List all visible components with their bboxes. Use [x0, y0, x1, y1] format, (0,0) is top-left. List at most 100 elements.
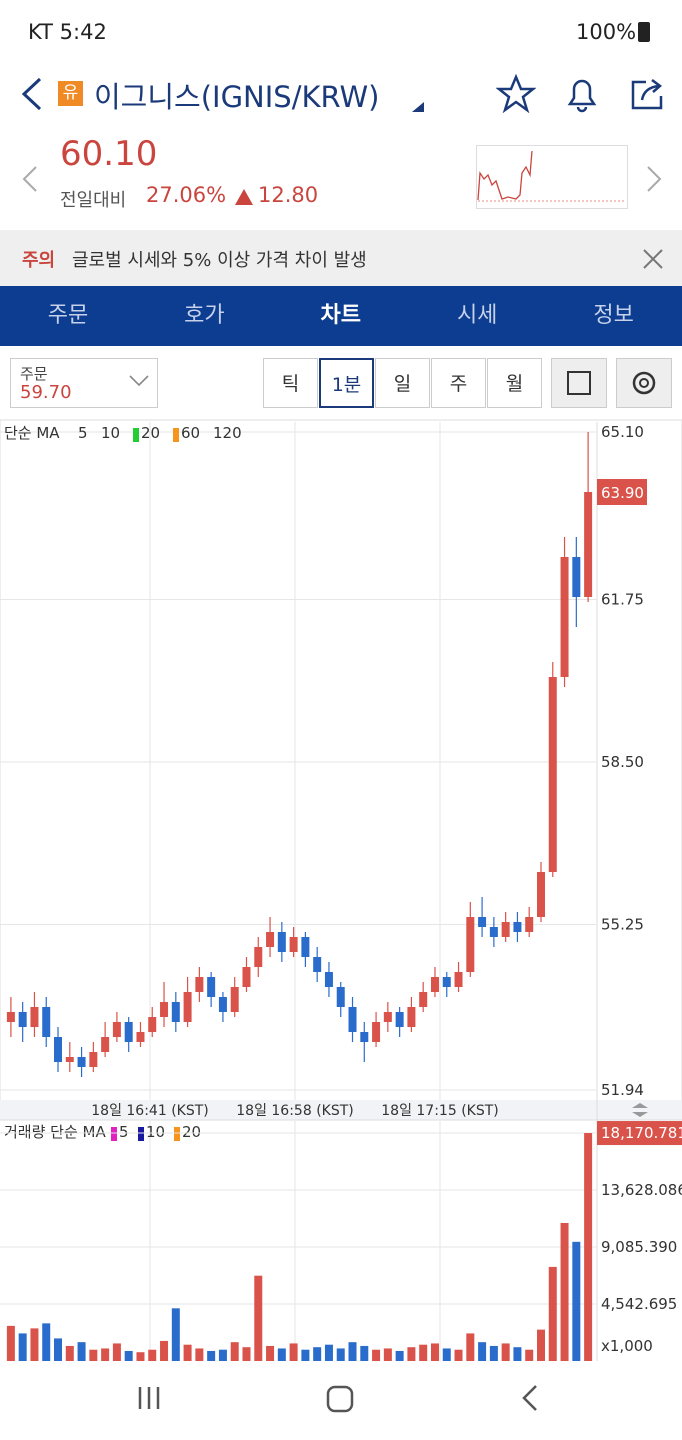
nav-bar [138, 1385, 537, 1413]
volume-bar [407, 1347, 416, 1361]
candle-body [89, 1052, 98, 1067]
order-label: 주문 [20, 365, 48, 383]
volume-bar [254, 1275, 263, 1361]
y-tick-label: 65.10 [601, 423, 644, 441]
price: 60.10 [60, 134, 158, 174]
y-tick-label: 58.50 [601, 753, 644, 771]
legend-swatch [173, 428, 179, 442]
legend-swatch [174, 1127, 180, 1141]
tab[interactable]: 차트 [320, 303, 362, 328]
chevron [129, 375, 149, 387]
volume-bar [548, 1266, 557, 1361]
volume-bar [242, 1347, 251, 1361]
prev-icon[interactable] [20, 164, 40, 194]
draw-button[interactable] [551, 358, 607, 408]
volume-bar [313, 1347, 322, 1361]
volume-bar [419, 1344, 428, 1361]
candle-body [124, 1022, 133, 1042]
star-icon[interactable] [496, 74, 536, 114]
volume-bar [124, 1350, 133, 1361]
y-tick-label: 55.25 [601, 916, 644, 934]
volume-bar [183, 1344, 192, 1361]
legend-entry: 20 [182, 1123, 201, 1141]
volume-bar [372, 1349, 381, 1361]
volume-bar [54, 1338, 63, 1361]
candle-body [230, 987, 239, 1012]
legend-entry: 10 [146, 1123, 165, 1141]
volume-bar [442, 1348, 451, 1361]
coin-title[interactable]: 이그니스(IGNIS/KRW) [94, 80, 380, 114]
back-icon[interactable] [18, 76, 46, 112]
battery: 100% [576, 20, 637, 44]
order-box[interactable] [10, 358, 158, 408]
interval-button[interactable]: 1분 [319, 358, 374, 408]
volume-bar [489, 1345, 498, 1361]
candle-body [407, 1007, 416, 1027]
last-price-box [597, 479, 647, 505]
tab[interactable]: 정보 [593, 303, 634, 328]
bell-icon[interactable] [562, 74, 602, 114]
change-pct: 27.06% [146, 183, 227, 207]
volume-bar [501, 1343, 510, 1361]
legend-entry: 10 [101, 424, 120, 442]
tab[interactable]: 주문 [47, 303, 89, 328]
candle-body [536, 872, 545, 917]
volume-bar [230, 1342, 239, 1361]
candle-body [77, 1057, 86, 1067]
tab[interactable]: 시세 [456, 303, 498, 328]
volume-bar [101, 1348, 110, 1361]
candle-body [419, 992, 428, 1007]
candle-body [560, 557, 569, 677]
legend-entry: 5 [119, 1123, 129, 1141]
volume-bar [336, 1348, 345, 1361]
volume-bar [136, 1352, 145, 1361]
status-time: KT 5:42 [28, 20, 107, 44]
candle-body [18, 1012, 27, 1027]
next-icon[interactable] [644, 164, 664, 194]
legend-entry: 120 [213, 424, 242, 442]
last-price-label: 63.90 [601, 484, 644, 502]
notice-text: 글로벌 시세와 5% 이상 가격 차이 발생 [72, 250, 367, 271]
candle-body [207, 977, 216, 997]
candle-body [54, 1037, 63, 1062]
candle-body [383, 1012, 392, 1022]
volume-bar [148, 1349, 157, 1361]
volume-bar [266, 1345, 275, 1361]
y-tick-label: 9,085.390 [601, 1238, 677, 1256]
interval-button[interactable]: 일 [375, 358, 430, 408]
close-icon[interactable] [642, 248, 664, 270]
chart: 18일 16:41 (KST) 18일 16:58 (KST) 18일 17:15 … [0, 419, 682, 1361]
candle-body [513, 922, 522, 932]
candle-body [148, 1017, 157, 1032]
volume-unit: x1,000 [601, 1337, 653, 1355]
candle-body [266, 932, 275, 947]
tab-bar [0, 286, 682, 346]
share-icon[interactable] [628, 74, 668, 114]
ma-label: 단순 MA [4, 424, 60, 442]
legend-entry: 60 [181, 424, 200, 442]
candle-body [395, 1012, 404, 1027]
volume-bar [171, 1308, 180, 1361]
candle-body [442, 977, 451, 987]
interval-button[interactable]: 월 [487, 358, 542, 408]
candle-body [525, 917, 534, 932]
volume-bar [112, 1343, 121, 1361]
interval-button[interactable]: 주 [431, 358, 486, 408]
tab[interactable]: 호가 [184, 303, 225, 328]
candle-body [160, 1002, 169, 1017]
volume-bar [30, 1328, 39, 1361]
candle-body [572, 557, 581, 597]
up-triangle [235, 189, 253, 205]
candle-body [348, 1007, 357, 1032]
candle-body [218, 997, 227, 1012]
volume-bar [195, 1348, 204, 1361]
candle-body [254, 947, 263, 967]
settings-button[interactable] [616, 358, 672, 408]
candle-body [30, 1007, 39, 1027]
x-tick-label: 18일 16:58 (KST) [236, 1103, 353, 1119]
interval-button[interactable]: 틱 [263, 358, 318, 408]
candle-body [466, 917, 475, 972]
candle-body [372, 1022, 381, 1042]
candle-body [171, 1002, 180, 1022]
